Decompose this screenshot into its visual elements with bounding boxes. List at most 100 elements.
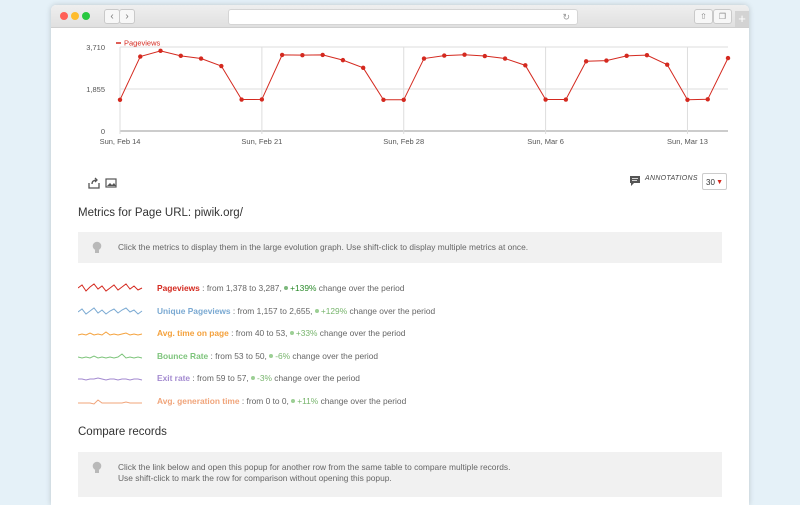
sparkline [78, 283, 143, 292]
metric-suffix: change over the period [349, 305, 436, 316]
data-point[interactable] [725, 55, 731, 61]
data-point[interactable] [543, 97, 548, 102]
sparkline [78, 306, 143, 315]
period-value: 30 [706, 178, 715, 187]
data-point[interactable] [442, 53, 447, 58]
data-point[interactable] [482, 53, 487, 59]
metric-change: +11% [297, 395, 319, 406]
annotations-label: ANNOTATIONS [645, 175, 698, 182]
x-tick-label: Sun, Feb 28 [383, 137, 424, 146]
data-point[interactable] [158, 48, 163, 54]
data-point[interactable] [604, 58, 609, 63]
metric-name[interactable]: Unique Pageviews [157, 305, 231, 316]
data-point[interactable] [462, 52, 467, 57]
trend-dot-icon [251, 376, 256, 381]
comment-icon [630, 176, 640, 186]
period-select[interactable]: 30 ▼ [702, 173, 727, 190]
data-point[interactable] [583, 59, 589, 64]
metric-range: : from 0 to 0, [239, 395, 289, 406]
data-point[interactable] [320, 52, 325, 58]
metric-name[interactable]: Bounce Rate [157, 350, 209, 361]
share-icon[interactable]: ⇧ [694, 9, 713, 24]
export-icon[interactable] [88, 176, 100, 189]
data-point[interactable] [401, 97, 406, 103]
metric-row[interactable]: Exit rate : from 59 to 57, -3% change ov… [78, 372, 678, 386]
data-point[interactable] [279, 52, 285, 58]
tabs-icon[interactable]: ❐ [713, 9, 732, 24]
metric-row[interactable]: Avg. time on page : from 40 to 53, +33% … [78, 327, 678, 341]
annotations-toggle[interactable]: ANNOTATIONS [629, 174, 698, 188]
browser-window: ‹ › ↻ ⇧ ❐ + 3,710 1,855 0 Sun, Feb 14 Sun, F… [51, 5, 749, 505]
metric-name[interactable]: Exit rate [157, 373, 191, 383]
metrics-hint-box: Click the metrics to display them in the… [78, 232, 722, 263]
metric-row[interactable]: Avg. generation time : from 0 to 0, +11%… [78, 395, 678, 409]
metric-suffix: change over the period [320, 395, 407, 406]
address-bar[interactable]: ↻ [228, 9, 578, 25]
metric-name[interactable]: Avg. generation time [157, 395, 240, 406]
x-tick-label: Sun, Mar 13 [667, 137, 708, 146]
data-point[interactable] [563, 97, 569, 102]
legend-label: Pageviews [124, 39, 161, 48]
data-point[interactable] [624, 53, 629, 59]
trend-dot-icon [289, 331, 294, 336]
metric-row[interactable]: Bounce Rate : from 53 to 50, -6% change … [78, 350, 678, 364]
data-point[interactable] [259, 97, 265, 102]
metric-row[interactable]: Unique Pageviews : from 1,157 to 2,655, … [78, 305, 678, 319]
metric-row[interactable]: Pageviews : from 1,378 to 3,287, +139% c… [78, 282, 678, 296]
data-point[interactable] [239, 97, 244, 102]
metric-text: Exit rate : from 59 to 57, -3% change ov… [157, 373, 360, 383]
new-tab-button[interactable]: + [735, 11, 749, 27]
y-tick-label: 1,855 [86, 85, 105, 94]
data-point[interactable] [117, 97, 123, 103]
data-point[interactable] [685, 97, 690, 103]
metric-suffix: change over the period [319, 328, 406, 338]
compare-hint-line1: Click the link below and open this popup… [118, 462, 511, 472]
data-point[interactable] [644, 52, 650, 58]
data-point[interactable] [138, 54, 143, 59]
title-bar: ‹ › ↻ ⇧ ❐ + [51, 5, 749, 28]
back-button[interactable]: ‹ [104, 9, 120, 24]
data-point[interactable] [361, 65, 366, 71]
data-point[interactable] [300, 52, 305, 58]
compare-hint-box: Click the link below and open this popup… [78, 452, 722, 497]
trend-dot-icon [291, 398, 296, 403]
data-point[interactable] [198, 56, 204, 61]
data-point[interactable] [178, 53, 183, 59]
sparkline [78, 331, 143, 336]
y-tick-label: 3,710 [86, 43, 105, 52]
zoom-window-button[interactable] [82, 12, 90, 20]
data-point[interactable] [421, 56, 427, 61]
data-point[interactable] [705, 97, 710, 102]
trend-dot-icon [284, 286, 289, 291]
lightbulb-icon [92, 241, 102, 253]
data-point[interactable] [502, 56, 508, 61]
minimize-window-button[interactable] [71, 12, 79, 20]
data-point[interactable] [219, 63, 224, 69]
metric-change: +139% [290, 283, 317, 293]
data-point[interactable] [381, 97, 386, 103]
metric-range: : from 53 to 50, [208, 350, 267, 361]
lightbulb-icon [92, 461, 102, 473]
metric-range: : from 1,378 to 3,287, [199, 283, 282, 293]
data-point[interactable] [523, 63, 528, 68]
data-point[interactable] [340, 57, 346, 63]
metrics-hint-text: Click the metrics to display them in the… [118, 242, 529, 252]
forward-button[interactable]: › [119, 9, 135, 24]
metric-change: +129% [320, 305, 348, 316]
image-icon[interactable] [105, 176, 117, 188]
metric-range: : from 40 to 53, [228, 328, 288, 338]
y-tick-label: 0 [101, 127, 105, 136]
metric-change: -6% [275, 350, 291, 361]
metric-name[interactable]: Avg. time on page [157, 328, 229, 338]
data-point[interactable] [665, 62, 670, 67]
sparkline [78, 352, 143, 359]
reload-icon[interactable]: ↻ [562, 12, 570, 22]
x-tick-label: Sun, Mar 6 [527, 137, 564, 146]
trend-dot-icon [314, 308, 319, 313]
close-window-button[interactable] [60, 12, 68, 20]
metric-suffix: change over the period [274, 373, 360, 383]
metric-name[interactable]: Pageviews [157, 283, 200, 293]
x-tick-label: Sun, Feb 21 [241, 137, 282, 146]
metric-change: -3% [257, 373, 272, 383]
